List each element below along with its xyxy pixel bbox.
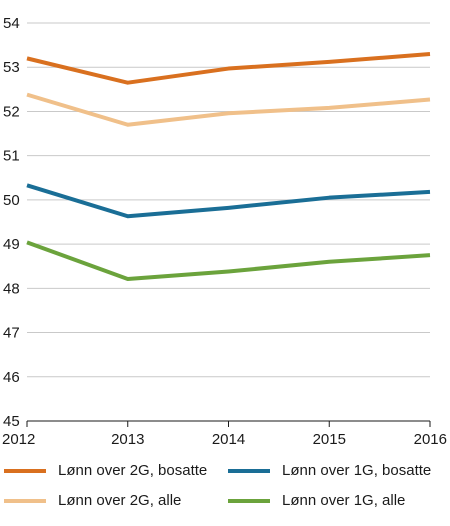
legend-label: Lønn over 2G, alle: [58, 492, 182, 509]
y-tick-label: 48: [3, 280, 20, 297]
y-tick-label: 52: [3, 103, 20, 120]
grid-lines: [27, 22, 430, 378]
x-axis: 2012 2013 2014 2015 2016: [2, 420, 447, 448]
y-tick-label: 50: [3, 192, 20, 209]
y-tick-label: 53: [3, 59, 20, 76]
legend-label: Lønn over 1G, bosatte: [282, 462, 432, 479]
legend-label: Lønn over 2G, bosatte: [58, 462, 208, 479]
x-tick-label: 2016: [414, 431, 447, 448]
series-lines: [26, 51, 431, 282]
x-tick-label: 2014: [212, 431, 245, 448]
legend-swatch: [228, 468, 270, 473]
y-tick-label: 49: [3, 236, 20, 253]
x-tick-label: 2012: [2, 431, 35, 448]
legend-item: Lønn over 2G, alle: [4, 492, 181, 509]
x-tick-label: 2013: [111, 431, 144, 448]
legend-swatch: [4, 498, 46, 503]
legend: Lønn over 2G, bosatte Lønn over 2G, alle…: [0, 458, 450, 526]
legend-item: Lønn over 1G, bosatte: [228, 462, 431, 479]
y-tick-label: 45: [3, 413, 20, 430]
legend-item: Lønn over 1G, alle: [228, 492, 405, 509]
legend-item: Lønn over 2G, bosatte: [4, 462, 207, 479]
y-tick-label: 54: [3, 15, 20, 32]
y-tick-label: 47: [3, 325, 20, 342]
series-line: [26, 240, 431, 282]
y-tick-label: 51: [3, 148, 20, 165]
series-line: [26, 183, 431, 219]
series-line: [26, 51, 431, 85]
x-tick-label: 2015: [313, 431, 346, 448]
legend-swatch: [228, 498, 270, 503]
y-tick-label: 46: [3, 369, 20, 386]
legend-label: Lønn over 1G, alle: [282, 492, 406, 509]
series-line: [26, 92, 431, 127]
legend-swatch: [4, 468, 46, 473]
y-axis: 45 46 47 48 49 50 51 52 53 54: [3, 15, 20, 430]
